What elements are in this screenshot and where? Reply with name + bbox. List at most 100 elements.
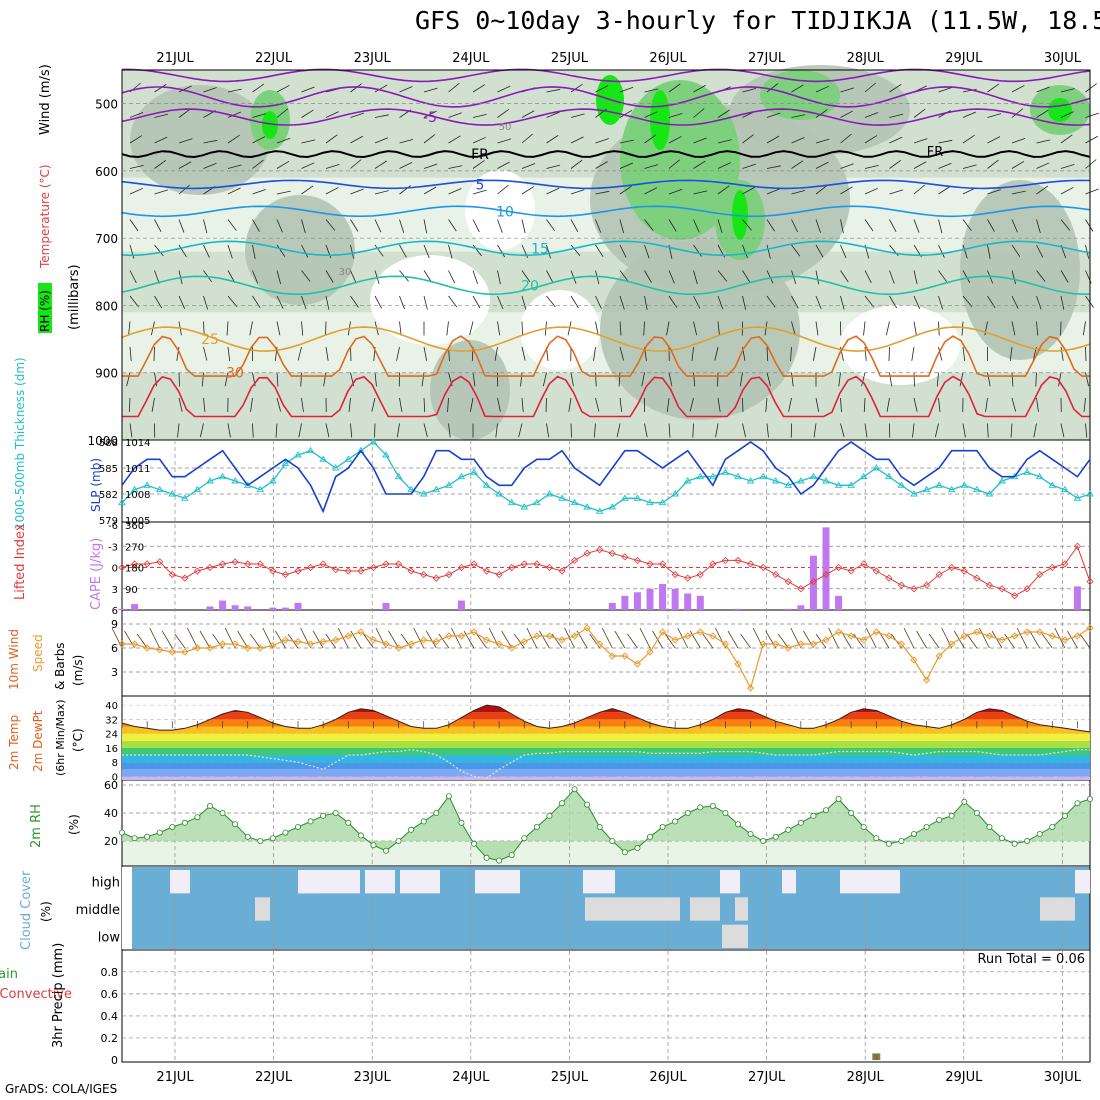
- wind-speed-point: [118, 640, 126, 648]
- cape-bar: [219, 600, 227, 610]
- lifted-index-point: [633, 556, 641, 564]
- wind-barb: [962, 270, 971, 283]
- wind-speed-point: [658, 628, 667, 636]
- wind-speed-point: [432, 637, 440, 646]
- wind-barb: [325, 111, 339, 118]
- wind-barb: [521, 186, 535, 195]
- wind-barb: [472, 295, 481, 309]
- rh2m-point: [848, 810, 855, 817]
- wind-barb: [224, 372, 229, 387]
- lifted-index-point: [319, 560, 327, 568]
- rh2m-point: [294, 824, 301, 831]
- wind-speed-point: [319, 637, 327, 646]
- rh2m-point: [885, 840, 892, 847]
- cloud-gap: [475, 870, 520, 894]
- wind-barb: [1035, 372, 1037, 387]
- y-tick-label: 60: [104, 779, 118, 792]
- rh2m-point: [194, 814, 201, 821]
- wind-speed-point: [646, 648, 654, 656]
- rh2m-point: [257, 838, 264, 845]
- lifted-index-point: [659, 560, 667, 568]
- cloud-start-blank: [122, 867, 132, 949]
- y-tick-label: 1014: [125, 438, 150, 449]
- wind-barb: [1085, 188, 1099, 195]
- thickness-point: [872, 464, 881, 471]
- wind-barb: [448, 82, 460, 93]
- rh2m-point: [244, 833, 251, 840]
- thickness-point: [595, 507, 604, 514]
- wind-barb: [693, 160, 706, 169]
- wind-barb: [226, 321, 229, 336]
- rh2m-point: [521, 835, 528, 842]
- wind-barb: [864, 112, 879, 118]
- thickness-point: [1073, 494, 1082, 501]
- wind-barb: [791, 244, 801, 257]
- wind-barb: [595, 85, 609, 93]
- surface-wind-barbs: [111, 627, 1091, 649]
- wind-barb: [1085, 83, 1097, 93]
- wind-barb: [913, 184, 925, 195]
- wind-barb: [938, 139, 953, 144]
- wind-barb: [174, 633, 186, 649]
- wind-barb: [203, 139, 218, 144]
- lifted-index-point: [269, 567, 277, 575]
- thickness-point: [633, 494, 642, 501]
- wind-barb: [815, 270, 820, 285]
- thickness-point: [847, 481, 855, 488]
- slp-line: [121, 441, 1091, 514]
- wind-barb: [275, 630, 286, 649]
- wind-barb: [991, 630, 1003, 649]
- rh2m-point: [684, 810, 691, 817]
- date-label-top: 29JUL: [945, 51, 983, 66]
- date-label-top: 28JUL: [847, 51, 885, 66]
- wind-barb: [928, 633, 940, 649]
- rh2m-point: [797, 819, 804, 826]
- rh2m-point: [546, 812, 553, 819]
- wind-barb: [644, 164, 659, 169]
- wind-barb: [790, 346, 792, 361]
- wind-barb: [448, 270, 455, 284]
- wind-barb: [693, 84, 706, 93]
- y-tick-label: 0.6: [101, 988, 119, 1001]
- thickness-point: [432, 485, 441, 493]
- wind-barb: [1036, 321, 1039, 336]
- wind-barb: [766, 112, 781, 118]
- y-tick-label: 8: [112, 758, 118, 769]
- wind-barb: [1011, 85, 1025, 93]
- wind-barb: [472, 189, 487, 195]
- lifted-index-point: [156, 558, 164, 566]
- wind-barb: [668, 423, 671, 438]
- wind-barb: [423, 346, 428, 361]
- wind-barb: [300, 372, 302, 387]
- wind-barb: [276, 397, 282, 412]
- wind-speed-point: [281, 636, 290, 644]
- wind-barb: [252, 423, 254, 438]
- wind-barb: [742, 163, 756, 169]
- thickness-point: [357, 446, 365, 454]
- cape-bar: [294, 602, 302, 610]
- rh2m-point: [181, 819, 188, 826]
- wind-barb: [840, 423, 845, 438]
- y-tick-label: 600: [95, 165, 118, 179]
- thickness-point: [822, 477, 830, 484]
- y-tick-label: 582: [99, 490, 118, 501]
- wind-barb: [374, 244, 384, 257]
- temp-band: [122, 705, 1090, 713]
- wind-barb: [423, 397, 426, 413]
- rh2m-point: [634, 845, 641, 852]
- thickness-point: [721, 468, 730, 475]
- freezing-line: [121, 150, 1091, 159]
- wind-barb: [350, 159, 362, 169]
- rh-dry-region: [520, 290, 600, 370]
- wind-barb: [448, 295, 458, 308]
- thickness-point: [181, 494, 189, 501]
- wind-barb: [815, 397, 820, 412]
- wind-barb: [840, 87, 855, 93]
- ylabel-cape: CAPE (J/kg): [89, 538, 104, 610]
- rh2m-point: [735, 821, 742, 828]
- y-tick-label: 32: [105, 715, 118, 726]
- wind-barb: [301, 270, 311, 282]
- wind-barb: [739, 372, 743, 387]
- rh2m-point: [445, 793, 452, 800]
- wind-barb: [399, 295, 405, 310]
